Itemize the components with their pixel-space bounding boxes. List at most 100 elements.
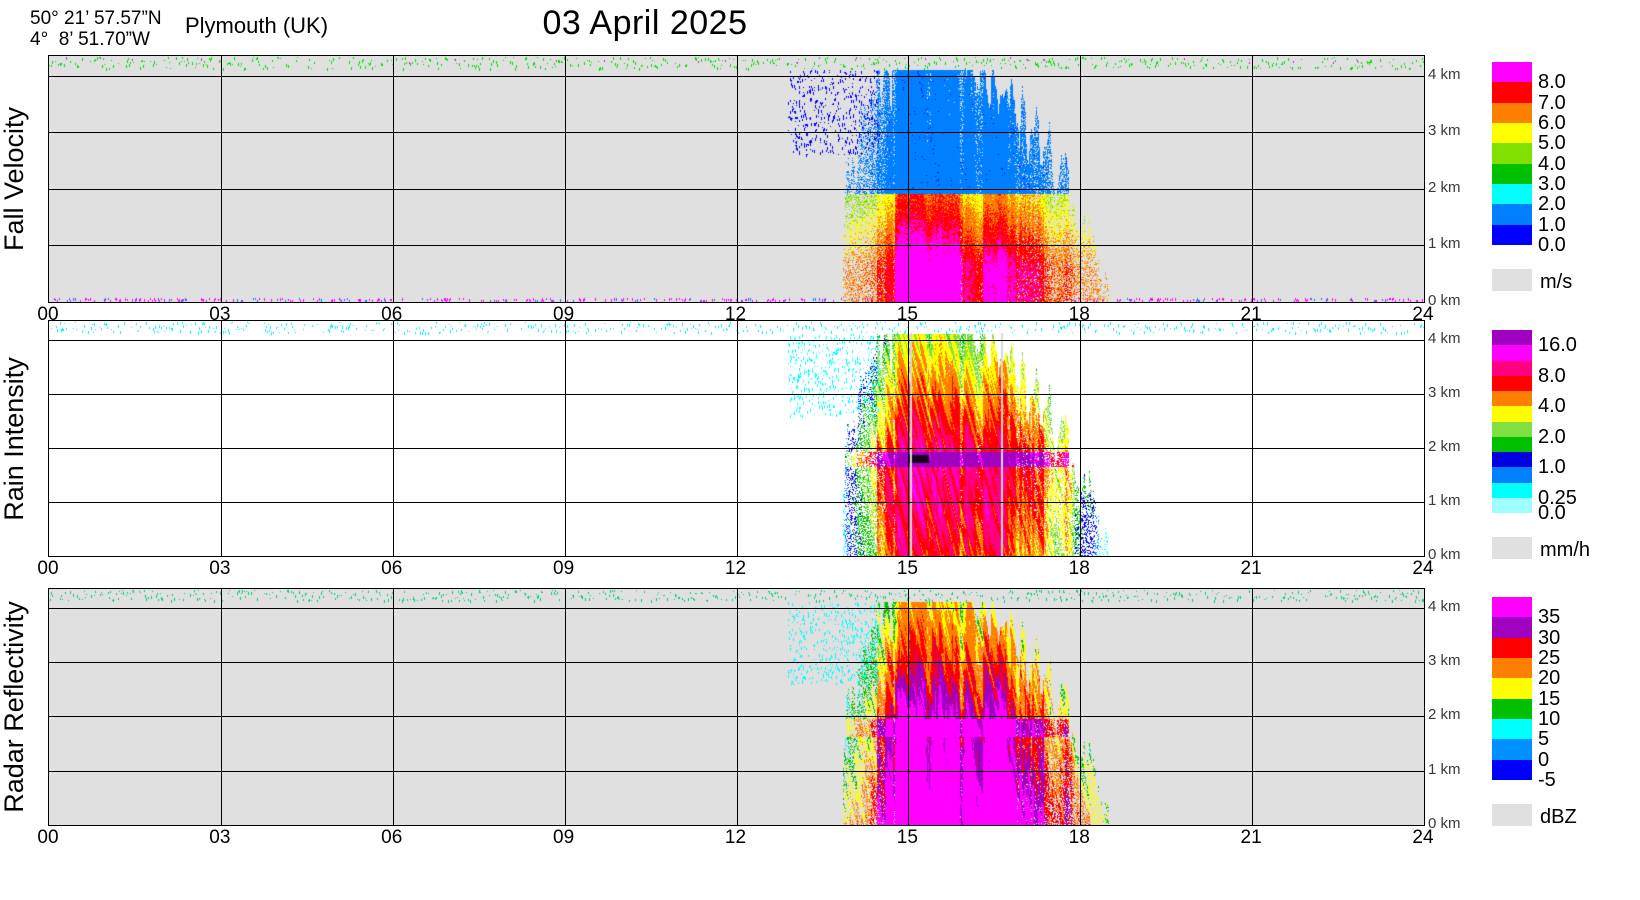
gridline-v-15h [908,56,909,302]
colorbar-label-radar-reflectivity-5: 10 [1538,708,1561,730]
x-tick-rain-intensity-18: 18 [1068,558,1090,579]
colorbar-swatch-radar-reflectivity-3 [1492,657,1532,679]
gridline-v-21h [1252,56,1253,302]
gridline-h-1km [49,245,1424,246]
station-name: Plymouth (UK) [185,13,329,38]
y-tick-rain-intensity-4km: 4 km [1428,329,1461,347]
colorbar-swatch-radar-reflectivity-4 [1492,678,1532,699]
colorbar-swatch-fall-velocity-0 [1492,62,1532,83]
colorbar-unit-radar-reflectivity: dBZ [1540,806,1577,828]
y-tick-radar-reflectivity-0km: 0 km [1428,815,1461,832]
colorbar-swatch-rain-intensity-0 [1492,330,1532,346]
gridline-h-2km [49,448,1424,449]
colorbar-label-fall-velocity-1: 7.0 [1538,91,1566,114]
colorbar-label-radar-reflectivity-1: 30 [1538,626,1561,649]
colorbar-label-fall-velocity-5: 3.0 [1538,173,1566,195]
y-tick-radar-reflectivity-4km: 4 km [1428,597,1461,615]
x-tick-fall-velocity-06: 06 [381,304,403,325]
gridline-v-15h [908,321,909,556]
colorbar-swatch-fall-velocity-7 [1492,204,1532,225]
gridline-v-3h [221,589,222,825]
colorbar-swatch-rain-intensity-9 [1492,467,1532,483]
y-tick-rain-intensity-3km: 3 km [1428,383,1461,401]
x-tick-radar-reflectivity-24: 24 [1412,827,1434,848]
gridline-h-3km [49,132,1424,133]
x-tick-fall-velocity-15: 15 [896,304,918,325]
x-tick-rain-intensity-21: 21 [1240,558,1262,579]
colorbar-swatch-radar-reflectivity-6 [1492,718,1532,740]
colorbar-swatch-rain-intensity-5 [1492,406,1532,422]
colorbar-label-radar-reflectivity-8: -5 [1538,769,1556,791]
y-tick-radar-reflectivity-2km: 2 km [1428,706,1461,724]
gridline-v-9h [565,56,566,302]
colorbar-label-fall-velocity-2: 6.0 [1538,112,1566,134]
gridline-v-15h [908,589,909,825]
x-tick-radar-reflectivity-03: 03 [209,827,231,848]
y-tick-rain-intensity-1km: 1 km [1428,491,1461,509]
x-tick-rain-intensity-00: 00 [37,558,59,579]
x-tick-fall-velocity-00: 00 [37,304,59,325]
gridline-h-4km [49,340,1424,341]
colorbar-label-fall-velocity-7: 1.0 [1538,213,1566,236]
colorbar-label-rain-intensity-6: 2.0 [1538,425,1566,448]
plot-area-rain-intensity[interactable] [48,320,1425,557]
colorbar-label-rain-intensity-11: 0.0 [1538,502,1566,524]
gridline-h-1km [49,771,1424,772]
gridline-v-3h [221,56,222,302]
colorbar-unit-rain-intensity: mm/h [1540,539,1590,561]
colorbar-unit-fall-velocity: m/s [1540,271,1573,293]
x-tick-rain-intensity-15: 15 [896,558,918,579]
colorbar-label-fall-velocity-8: 0.0 [1538,234,1566,256]
colorbar-swatch-fall-velocity-1 [1492,82,1532,103]
colorbar-label-rain-intensity-0: 16.0 [1538,334,1577,357]
x-tick-fall-velocity-18: 18 [1068,304,1090,325]
gridline-h-3km [49,394,1424,395]
colorbar-swatch-rain-intensity-6 [1492,421,1532,437]
gridline-v-18h [1080,321,1081,556]
gridline-h-1km [49,502,1424,503]
y-tick-fall-velocity-4km: 4 km [1428,65,1461,83]
colorbar-swatch-rain-intensity-11 [1492,497,1532,513]
radar-data-canvas-rain-intensity [49,321,1424,556]
colorbar-label-rain-intensity-10: 0.25 [1538,486,1577,509]
y-tick-rain-intensity-2km: 2 km [1428,437,1461,455]
colorbar-label-radar-reflectivity-6: 5 [1538,728,1550,751]
gridline-v-21h [1252,321,1253,556]
colorbar-label-radar-reflectivity-2: 25 [1538,647,1561,669]
colorbar-swatch-fall-velocity-3 [1492,122,1532,144]
longitude-text: 4° 8’ 51.70”W [30,29,150,50]
gridline-h-2km [49,189,1424,190]
colorbar-label-radar-reflectivity-7: 0 [1538,748,1550,771]
colorbar-swatch-radar-reflectivity-0 [1492,597,1532,618]
y-tick-fall-velocity-2km: 2 km [1428,178,1461,196]
page-title-text: 03 April 2025 [542,4,748,42]
y-tick-fall-velocity-3km: 3 km [1428,122,1461,140]
colorbar-swatch-rain-intensity-3 [1492,375,1532,391]
latitude-text: 50° 21’ 57.57”N [30,8,162,29]
colorbar-swatches-fall-velocity [1492,62,1532,245]
colorbar-swatches-rain-intensity [1492,330,1532,513]
colorbar-swatch-fall-velocity-2 [1492,102,1532,123]
colorbar-label-rain-intensity-8: 1.0 [1538,456,1566,479]
x-tick-radar-reflectivity-18: 18 [1068,827,1090,848]
radar-data-canvas-fall-velocity [49,56,1424,302]
colorbar-swatch-rain-intensity-8 [1492,452,1532,468]
gridline-v-12h [737,56,738,302]
gridline-v-12h [737,589,738,825]
radar-data-canvas-radar-reflectivity [49,589,1424,825]
x-tick-fall-velocity-24: 24 [1412,304,1434,325]
gridline-v-3h [221,321,222,556]
plot-area-radar-reflectivity[interactable] [48,588,1425,826]
gridline-v-6h [393,321,394,556]
x-tick-radar-reflectivity-06: 06 [381,827,403,848]
colorbar-label-fall-velocity-3: 5.0 [1538,132,1566,155]
colorbar-nodata-swatch-radar-reflectivity [1492,804,1532,826]
x-tick-radar-reflectivity-09: 09 [553,827,575,848]
plot-area-fall-velocity[interactable] [48,55,1425,303]
gridline-v-6h [393,56,394,302]
colorbar-swatch-fall-velocity-4 [1492,143,1532,164]
x-tick-fall-velocity-09: 09 [553,304,575,325]
gridline-v-12h [737,321,738,556]
x-tick-rain-intensity-09: 09 [553,558,575,579]
